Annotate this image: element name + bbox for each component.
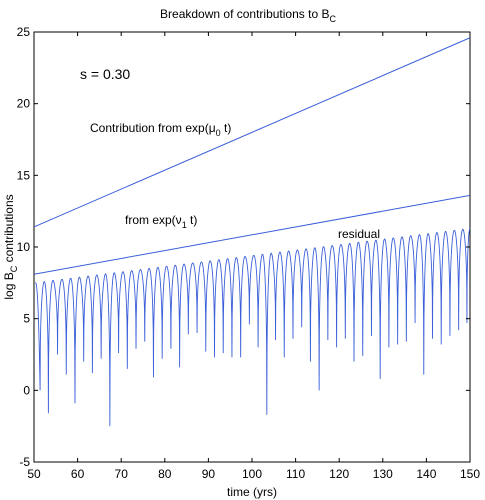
y-tick-label: 0 (23, 383, 30, 397)
y-tick-label: 10 (17, 240, 31, 254)
x-tick-label: 120 (329, 467, 349, 481)
x-tick-label: 110 (286, 467, 305, 481)
series-line-nu1 (33, 194, 471, 275)
x-tick-label: 140 (416, 467, 436, 481)
y-axis-label: log BC contributions (2, 194, 19, 299)
annotation-nu1: from exp(ν1 t) (125, 213, 197, 230)
annotation-mu0: Contribution from exp(μ0 t) (90, 121, 231, 138)
annotation-residual: residual (338, 227, 380, 241)
y-tick-label: 25 (17, 25, 31, 39)
parameter-label: s = 0.30 (80, 66, 130, 82)
x-tick-label: 60 (71, 467, 85, 481)
series-line-residual (35, 228, 471, 427)
annotation-mu0-subscript: 0 (216, 128, 221, 138)
plot-frame (33, 31, 471, 463)
y-tick-label: 20 (17, 97, 31, 111)
y-tick-label: -5 (19, 455, 30, 469)
chart-title: Breakdown of contributions to BC (160, 7, 336, 24)
y-tick-label: 15 (17, 168, 31, 182)
x-tick-label: 130 (373, 467, 393, 481)
x-tick-label: 100 (242, 467, 262, 481)
y-axis-label-subscript: C (9, 265, 19, 272)
x-tick-label: 90 (202, 467, 216, 481)
y-tick-label: 5 (23, 312, 30, 326)
x-tick-label: 50 (27, 467, 41, 481)
x-axis-label: time (yrs) (227, 485, 277, 499)
series-line-mu0 (33, 37, 471, 228)
x-tick-label: 150 (460, 467, 480, 481)
x-tick-label: 80 (158, 467, 172, 481)
chart-title-subscript: C (329, 14, 336, 24)
annotation-nu1-subscript: 1 (182, 220, 187, 230)
x-tick-label: 70 (115, 467, 129, 481)
series-layer (33, 37, 471, 427)
